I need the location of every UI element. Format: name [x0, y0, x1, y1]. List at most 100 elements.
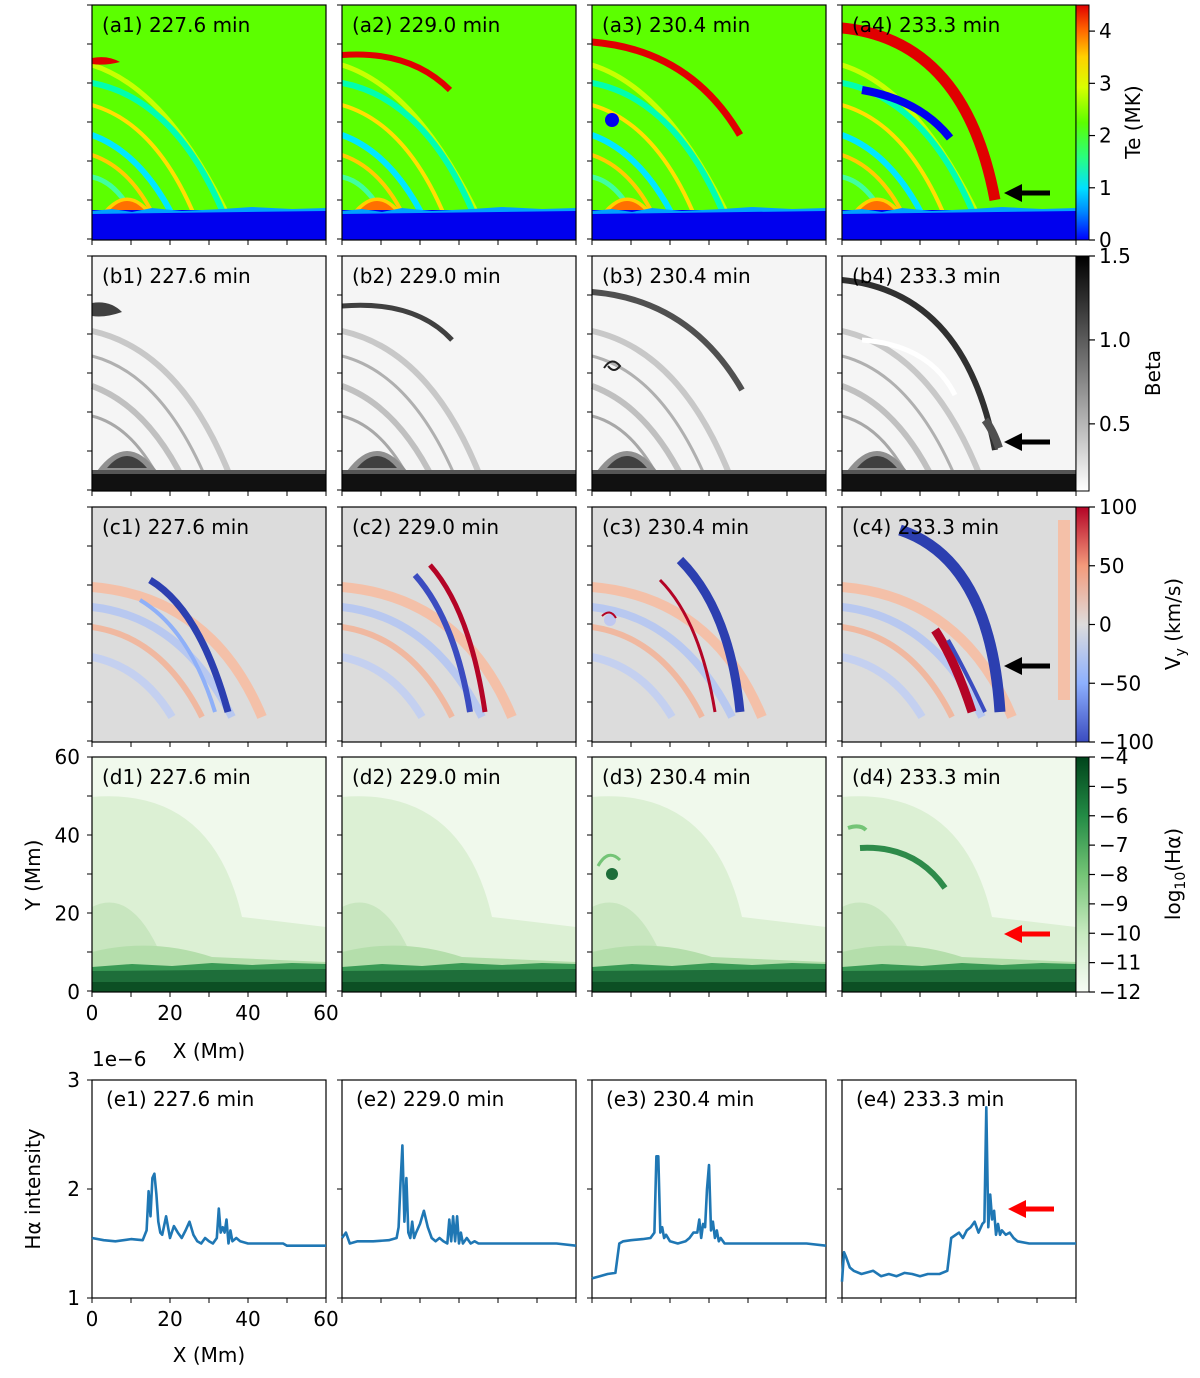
panel-e2-frame [341, 1079, 577, 1299]
panel-tag: (b3) 230.4 min [602, 264, 751, 288]
panel-tag: (d4) 233.3 min [852, 765, 1001, 789]
colorbar-tick-label: −100 [1099, 730, 1154, 754]
panel-tag: (c3) 230.4 min [602, 515, 749, 539]
series-line-1 [91, 1172, 326, 1247]
colorbar-tick-label: −8 [1099, 863, 1128, 887]
row-b-colorbar: 0.5 1.0 1.5 Beta [1075, 244, 1165, 492]
panel-e4-frame [841, 1079, 1077, 1299]
panel-d2-image [342, 757, 576, 992]
arrow-a4 [1004, 184, 1050, 202]
colorbar-tick-label: 3 [1099, 71, 1112, 95]
row-c-colorbar: −100 −50 0 50 100 Vy (km/s) [1075, 495, 1189, 754]
panel-tag: (d2) 229.0 min [352, 765, 501, 789]
panel-a2-image [342, 5, 576, 240]
panel-tag: (b1) 227.6 min [102, 264, 251, 288]
panel-a3-image [592, 5, 826, 240]
colorbar-label-beta: Beta [1141, 350, 1165, 396]
panel-tag: (c4) 233.3 min [852, 515, 999, 539]
xlabel-e: X (Mm) [173, 1343, 245, 1367]
row-d-labels: (d1) 227.6 min (d2) 229.0 min (d3) 230.4… [102, 765, 1001, 789]
colorbar-tick-label: −12 [1099, 980, 1141, 1004]
x-tick-label: 0 [86, 1307, 99, 1331]
x-tick-label: 60 [313, 1001, 338, 1025]
arrow-c4 [1004, 657, 1050, 675]
panel-tag: (e4) 233.3 min [856, 1087, 1004, 1111]
colorbar-label-te: Te (MK) [1121, 85, 1145, 159]
row-c-labels: (c1) 227.6 min (c2) 229.0 min (c3) 230.4… [102, 515, 999, 539]
row-e-axes: 1 2 3 0 20 40 60 1e−6 Hα intensity X (Mm) [21, 1047, 339, 1367]
colorbar-tick-label: −9 [1099, 892, 1128, 916]
colorbar-label-vy: Vy (km/s) [1161, 578, 1189, 670]
x-tick-label: 20 [157, 1001, 182, 1025]
xlabel-d: X (Mm) [173, 1039, 245, 1063]
colorbar-tick-label: −4 [1099, 745, 1128, 769]
x-tick-label: 0 [86, 1001, 99, 1025]
panel-b4-image [842, 256, 1076, 491]
colorbar-vy [1075, 506, 1090, 743]
panel-d4-image [842, 757, 1076, 992]
row-d-panels [91, 756, 1077, 993]
panel-a1-image [92, 5, 326, 240]
colorbar-tick-label: −50 [1099, 671, 1141, 695]
colorbar-tick-label: −11 [1099, 951, 1141, 975]
series-line-4 [840, 1106, 1076, 1282]
colorbar-label-ha: log10(Hα) [1161, 828, 1189, 920]
arrow-e4 [1008, 1200, 1054, 1218]
row-b-labels: (b1) 227.6 min (b2) 229.0 min (b3) 230.4… [102, 264, 1001, 288]
panel-b3-image [592, 256, 826, 491]
panel-a4-image [842, 5, 1076, 240]
panel-d1-image [92, 757, 326, 992]
row-a-labels: (a1) 227.6 min (a2) 229.0 min (a3) 230.4… [102, 13, 1000, 37]
colorbar-tick-label: 4 [1099, 19, 1112, 43]
arrow-d4 [1004, 925, 1050, 943]
arrow-b4 [1004, 433, 1050, 451]
colorbar-tick-label: −6 [1099, 804, 1128, 828]
panel-tag: (b4) 233.3 min [852, 264, 1001, 288]
row-c-panels [92, 507, 1076, 742]
row-e-labels: (e1) 227.6 min (e2) 229.0 min (e3) 230.4… [106, 1087, 1004, 1111]
y-tick-label: 0 [67, 980, 80, 1004]
x-tick-label: 20 [157, 1307, 182, 1331]
series-line-3 [591, 1155, 827, 1280]
colorbar-tick-label: 1.0 [1099, 328, 1131, 352]
panel-tag: (a1) 227.6 min [102, 13, 250, 37]
colorbar-tick-label: 1.5 [1099, 244, 1131, 268]
row-b-panels [92, 256, 1076, 491]
ylabel-e: Hα intensity [21, 1128, 45, 1249]
series-line-2 [340, 1144, 577, 1247]
colorbar-tick-label: 0.5 [1099, 412, 1131, 436]
offset-text: 1e−6 [92, 1047, 147, 1071]
colorbar-te [1075, 4, 1090, 241]
panel-c3-image [592, 507, 826, 742]
y-tick-label: 3 [67, 1068, 80, 1092]
row-a-colorbar: 0 1 2 3 4 Te (MK) [1075, 4, 1145, 252]
panel-tag: (e1) 227.6 min [106, 1087, 254, 1111]
colorbar-tick-label: −10 [1099, 921, 1141, 945]
y-tick-label: 20 [55, 902, 80, 926]
colorbar-tick-label: 1 [1099, 176, 1112, 200]
colorbar-tick-label: 0 [1099, 613, 1112, 637]
panel-c1-image [92, 507, 326, 742]
colorbar-tick-label: 0 [1099, 228, 1112, 252]
panel-tag: (e3) 230.4 min [606, 1087, 754, 1111]
panel-e1-frame [91, 1079, 327, 1299]
panel-tag: (d1) 227.6 min [102, 765, 251, 789]
panel-tag: (a2) 229.0 min [352, 13, 500, 37]
x-tick-label: 40 [235, 1307, 260, 1331]
panel-c4-image [842, 507, 1076, 742]
colorbar-tick-label: −5 [1099, 774, 1128, 798]
panel-b2-image [342, 256, 576, 491]
row-a-panels [91, 4, 1077, 241]
y-tick-label: 60 [55, 745, 80, 769]
panel-tag: (e2) 229.0 min [356, 1087, 504, 1111]
panel-tag: (d3) 230.4 min [602, 765, 751, 789]
colorbar-tick-label: 50 [1099, 554, 1124, 578]
panel-tag: (c2) 229.0 min [352, 515, 499, 539]
panel-tag: (a3) 230.4 min [602, 13, 750, 37]
y-tick-label: 2 [67, 1177, 80, 1201]
panel-b1-image [92, 256, 326, 491]
row-e-panels [87, 1079, 1077, 1303]
panel-d3-image [592, 757, 826, 992]
panel-tag: (b2) 229.0 min [352, 264, 501, 288]
